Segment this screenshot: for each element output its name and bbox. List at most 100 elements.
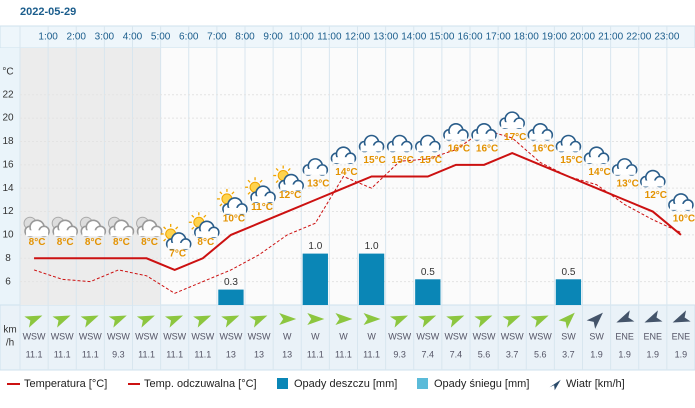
wind-arrow-shape bbox=[446, 315, 465, 328]
wind-arrow-shape bbox=[502, 315, 521, 328]
temperature-label: 15°C bbox=[363, 155, 385, 166]
cloud-base bbox=[223, 207, 246, 214]
temperature-label: 10°C bbox=[673, 214, 695, 225]
wind-direction: WSW bbox=[191, 331, 214, 341]
hour-label: 3:00 bbox=[95, 32, 115, 43]
precip-label: 0.5 bbox=[561, 267, 575, 278]
wind-direction: WSW bbox=[23, 331, 46, 341]
hour-label: 14:00 bbox=[401, 32, 426, 43]
weather-icon bbox=[188, 212, 220, 239]
wind-arrow-shape bbox=[279, 313, 297, 325]
cloud-base bbox=[529, 133, 552, 140]
cloud-base bbox=[280, 184, 303, 191]
weather-icon bbox=[555, 134, 582, 153]
wind-arrow bbox=[586, 312, 603, 329]
weather-icon bbox=[107, 216, 135, 238]
hour-label: 9:00 bbox=[263, 32, 283, 43]
wind-speed: 11.1 bbox=[138, 349, 155, 359]
wind-direction: WSW bbox=[416, 331, 439, 341]
hour-label: 8:00 bbox=[235, 32, 255, 43]
wind-arrow-shape bbox=[221, 315, 240, 328]
wind-speed: 5.6 bbox=[478, 349, 491, 359]
wind-speed: 3.7 bbox=[506, 349, 519, 359]
precip-bar bbox=[415, 279, 441, 305]
sun-ray bbox=[191, 214, 195, 218]
wind-speed: 11.1 bbox=[307, 349, 324, 359]
wind-arrow-shape bbox=[390, 315, 409, 328]
weather-icon bbox=[668, 193, 694, 211]
temperature-label: 12°C bbox=[645, 190, 667, 201]
temperature-label: 7°C bbox=[169, 249, 186, 260]
sun-ray bbox=[175, 226, 179, 230]
wind-unit: /h bbox=[6, 338, 14, 349]
precip-bar bbox=[555, 279, 582, 305]
y-tick-label: 10 bbox=[2, 230, 14, 241]
cloud-base bbox=[360, 145, 383, 152]
weather-icon bbox=[386, 134, 413, 153]
temperature-label: 14°C bbox=[588, 167, 610, 178]
temperature-label: 13°C bbox=[307, 179, 329, 190]
wind-speed: 11.1 bbox=[363, 349, 380, 359]
temperature-label: 10°C bbox=[223, 214, 245, 225]
temperature-label: 15°C bbox=[420, 155, 442, 166]
hour-label: 10:00 bbox=[289, 32, 314, 43]
cloud-base bbox=[138, 230, 161, 237]
cloud-base bbox=[110, 230, 133, 237]
sun-ray bbox=[259, 179, 263, 183]
cloud-base bbox=[473, 133, 496, 140]
wind-speed: 13 bbox=[226, 349, 236, 359]
weather-icon bbox=[527, 123, 554, 141]
cloud-base bbox=[501, 122, 524, 129]
night-shade bbox=[104, 48, 133, 305]
hour-label: 7:00 bbox=[207, 32, 227, 43]
axis-column bbox=[0, 48, 20, 370]
weather-icon bbox=[23, 216, 50, 238]
cloud-base bbox=[54, 230, 77, 237]
legend-swatch bbox=[417, 378, 428, 389]
sun-ray bbox=[219, 191, 223, 195]
wind-arrow bbox=[616, 310, 635, 323]
wind-direction: WSW bbox=[529, 331, 552, 341]
sun-ray bbox=[247, 191, 251, 195]
sun-ray bbox=[275, 180, 279, 184]
legend-label: Temperatura [°C] bbox=[24, 378, 107, 390]
cloud-base bbox=[585, 157, 608, 164]
y-tick-label: 16 bbox=[2, 159, 14, 170]
cloud-base bbox=[613, 168, 636, 175]
cloud-base bbox=[388, 145, 411, 152]
hour-label: 12:00 bbox=[345, 32, 370, 43]
y-tick-label: 6 bbox=[5, 276, 11, 287]
weather-icon bbox=[51, 216, 78, 238]
wind-speed: 1.9 bbox=[590, 349, 603, 359]
y-tick-label: 18 bbox=[2, 136, 14, 147]
wind-unit: km bbox=[3, 325, 16, 336]
weather-icon bbox=[273, 165, 304, 192]
cloud-base bbox=[195, 231, 218, 238]
wind-arrow bbox=[80, 315, 99, 328]
wind-arrow-shape bbox=[586, 312, 603, 329]
night-shade bbox=[76, 48, 105, 305]
wind-direction: W bbox=[339, 331, 348, 341]
wind-speed: 11.1 bbox=[335, 349, 352, 359]
weather-icon bbox=[415, 134, 441, 153]
wind-arrow bbox=[307, 313, 325, 325]
wind-arrow bbox=[390, 315, 409, 328]
night-shade bbox=[48, 48, 77, 305]
weather-icon bbox=[640, 169, 666, 188]
wind-arrow-shape bbox=[80, 315, 99, 328]
sun-ray bbox=[219, 203, 223, 207]
wind-speed: 3.7 bbox=[562, 349, 575, 359]
wind-direction: WSW bbox=[388, 331, 411, 341]
sun-ray bbox=[231, 191, 235, 195]
hour-label: 13:00 bbox=[373, 32, 398, 43]
hour-label: 18:00 bbox=[514, 32, 539, 43]
wind-arrow bbox=[249, 315, 268, 328]
hour-label: 2:00 bbox=[67, 32, 87, 43]
precip-label: 0.3 bbox=[224, 277, 238, 288]
wind-speed: 11.1 bbox=[194, 349, 211, 359]
weather-icon bbox=[583, 146, 610, 164]
hour-label: 19:00 bbox=[542, 32, 567, 43]
wind-speed: 13 bbox=[282, 349, 292, 359]
hour-label: 21:00 bbox=[598, 32, 623, 43]
precip-label: 0.5 bbox=[421, 267, 435, 278]
